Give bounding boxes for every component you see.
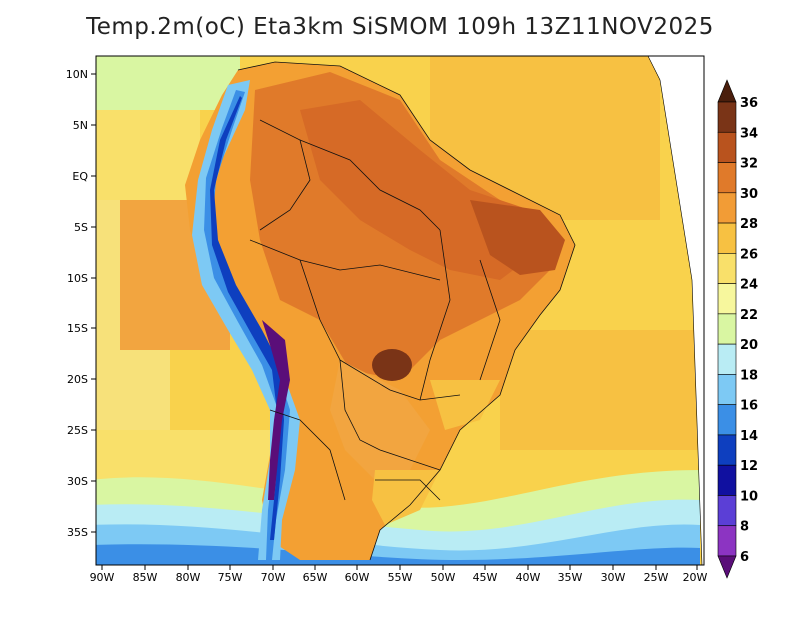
colorbar-top-arrow xyxy=(717,79,737,103)
colorbar-segment xyxy=(717,222,737,254)
colorbar-segment xyxy=(717,192,737,224)
colorbar-segment xyxy=(717,374,737,405)
colorbar-bottom-arrow xyxy=(717,555,737,579)
lon-tick-label: 20W xyxy=(683,571,708,584)
colorbar-label: 10 xyxy=(740,489,758,504)
colorbar-label: 26 xyxy=(740,247,758,262)
lon-tick-label: 35W xyxy=(558,571,583,584)
colorbar-segment xyxy=(717,101,737,133)
lon-tick-label: 45W xyxy=(473,571,498,584)
lon-tick-label: 70W xyxy=(261,571,286,584)
lon-tick-label: 65W xyxy=(303,571,328,584)
lon-tick-label: 25W xyxy=(644,571,669,584)
colorbar-label: 20 xyxy=(740,338,758,353)
lat-tick-label: 10S xyxy=(67,272,88,285)
colorbar-label: 22 xyxy=(740,308,758,323)
colorbar-label: 6 xyxy=(740,550,749,565)
colorbar-segment xyxy=(717,343,737,375)
northeast-very-hot xyxy=(470,200,565,275)
colorbar-label: 16 xyxy=(740,399,758,414)
pantanal-hotspot xyxy=(372,349,412,381)
colorbar-segment xyxy=(717,162,737,194)
colorbar-segment xyxy=(717,131,737,163)
lon-tick-label: 55W xyxy=(388,571,413,584)
lon-tick-label: 75W xyxy=(218,571,243,584)
colorbar-label: 8 xyxy=(740,520,749,535)
lat-tick-label: EQ xyxy=(72,170,88,183)
colorbar-segment xyxy=(717,404,737,436)
southern-brazil-mild xyxy=(372,470,440,525)
lon-tick-label: 40W xyxy=(516,571,541,584)
longitude-axis: 90W 85W 80W 75W 70W 65W 60W 55W 50W 45W … xyxy=(90,565,708,584)
lat-tick-label: 5S xyxy=(74,221,88,234)
colorbar-label: 18 xyxy=(740,368,758,383)
colorbar-segment xyxy=(717,313,737,345)
lon-tick-label: 90W xyxy=(90,571,115,584)
colorbar-label: 30 xyxy=(740,187,758,202)
lon-tick-label: 80W xyxy=(176,571,201,584)
altiplano-coldest xyxy=(262,320,290,500)
colorbar-label: 36 xyxy=(740,96,758,111)
colorbar-segment xyxy=(717,253,737,284)
map-title: Temp.2m(oC) Eta3km SiSMOM 109h 13Z11NOV2… xyxy=(86,14,714,40)
lon-tick-label: 50W xyxy=(431,571,456,584)
colorbar-label: 14 xyxy=(740,429,758,444)
temperature-field xyxy=(96,56,702,565)
colorbar-segment xyxy=(717,283,737,315)
colorbar-segment xyxy=(717,525,737,557)
lat-tick-label: 20S xyxy=(67,373,88,386)
colorbar-label: 32 xyxy=(740,157,758,172)
colorbar-segment xyxy=(717,464,737,496)
lon-tick-label: 30W xyxy=(601,571,626,584)
lon-tick-label: 60W xyxy=(345,571,370,584)
colorbar-label: 34 xyxy=(740,126,758,141)
lat-tick-label: 15S xyxy=(67,322,88,335)
colorbar-segment xyxy=(717,495,737,527)
latitude-axis: 10N 5N EQ 5S 10S 15S 20S 25S 30S 35S xyxy=(66,68,96,539)
colorbar-label: 24 xyxy=(740,278,758,293)
lat-tick-label: 10N xyxy=(66,68,88,81)
colorbar-label: 28 xyxy=(740,217,758,232)
colorbar-label: 12 xyxy=(740,459,758,474)
lat-tick-label: 25S xyxy=(67,424,88,437)
lat-tick-label: 5N xyxy=(73,119,88,132)
colorbar-segment xyxy=(717,434,737,466)
lon-tick-label: 85W xyxy=(133,571,158,584)
lat-tick-label: 35S xyxy=(67,526,88,539)
colorbar: 36 34 32 30 28 26 24 22 20 18 16 14 12 10 8 6 xyxy=(717,79,758,579)
lat-tick-label: 30S xyxy=(67,475,88,488)
country-boundaries xyxy=(237,61,576,561)
